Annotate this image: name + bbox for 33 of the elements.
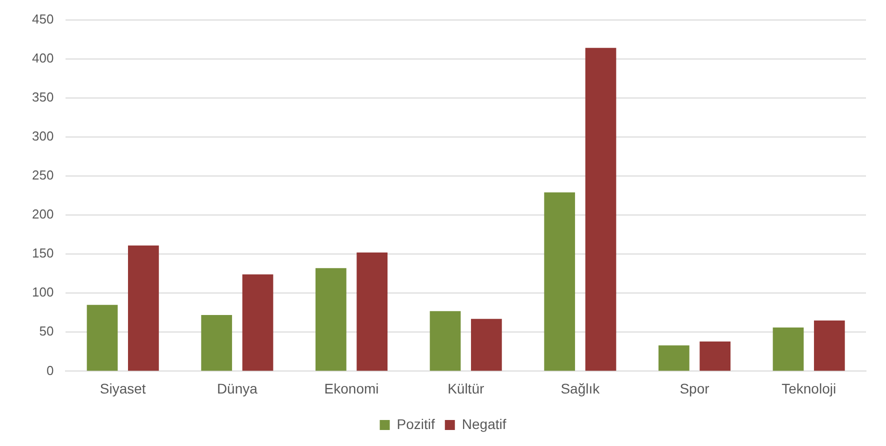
y-tick-label: 350 xyxy=(32,89,54,104)
y-tick-label: 100 xyxy=(32,284,54,300)
legend-label: Negatif xyxy=(462,416,506,432)
bar xyxy=(814,320,845,371)
x-tick-label: Sağlık xyxy=(560,380,601,396)
x-tick-label: Teknoloji xyxy=(782,380,836,396)
bar xyxy=(201,314,232,371)
y-tick-label: 200 xyxy=(32,206,54,222)
y-tick-label: 250 xyxy=(32,168,54,183)
legend-label: Pozitif xyxy=(396,416,435,432)
y-tick-label: 0 xyxy=(46,362,54,378)
bar xyxy=(585,48,616,371)
x-tick-label: Spor xyxy=(680,380,710,396)
bar xyxy=(470,318,502,371)
bar xyxy=(86,304,118,371)
bar xyxy=(700,342,731,371)
x-tick-label: Ekonomi xyxy=(324,380,379,396)
bar xyxy=(544,192,576,371)
y-tick-label: 300 xyxy=(32,128,54,144)
y-tick-label: 50 xyxy=(39,324,54,339)
y-tick-label: 400 xyxy=(32,50,54,66)
x-tick-label: Siyaset xyxy=(100,380,146,396)
bar xyxy=(658,345,690,371)
y-tick-label: 150 xyxy=(32,246,54,261)
bar xyxy=(430,311,461,371)
bar xyxy=(242,274,274,371)
bar xyxy=(772,327,804,371)
bar xyxy=(316,268,346,371)
x-tick-label: Kültür xyxy=(448,380,484,396)
y-tick-label: 450 xyxy=(32,11,54,26)
bar xyxy=(356,252,388,371)
x-tick-label: Dünya xyxy=(216,380,258,396)
bar xyxy=(128,245,159,371)
